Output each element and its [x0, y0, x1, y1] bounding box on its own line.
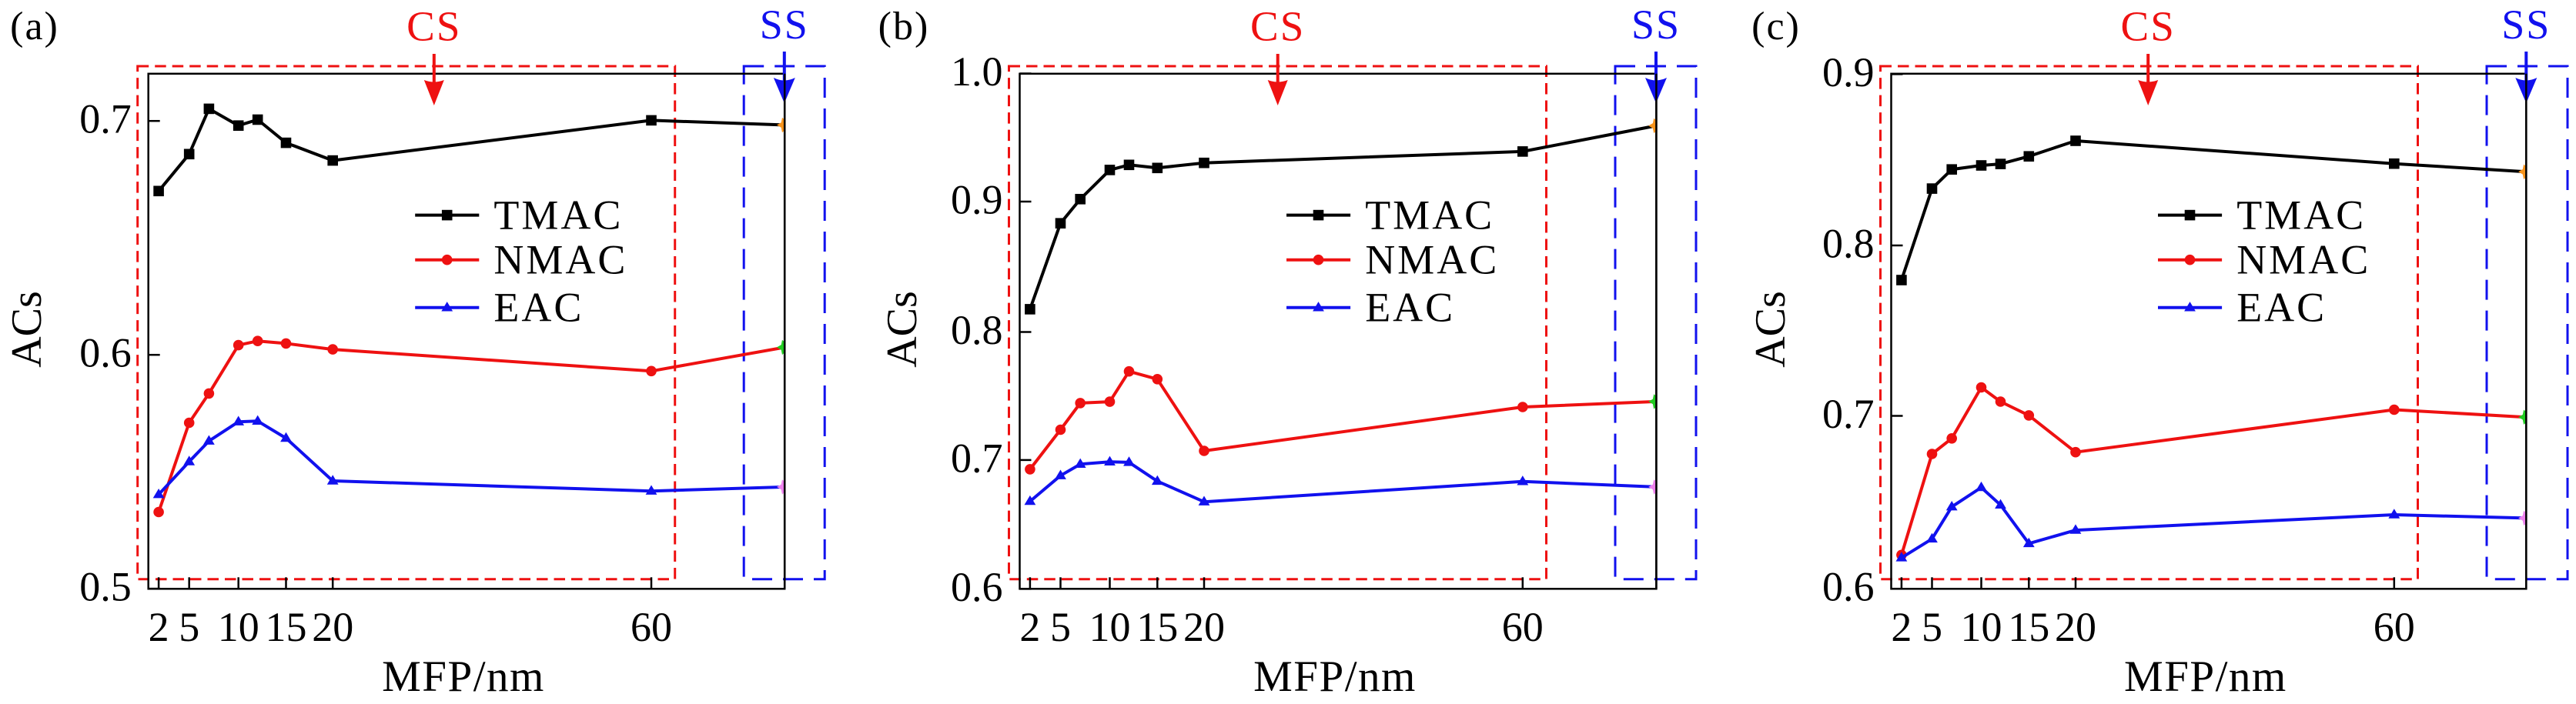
svg-text:0.9: 0.9 — [1822, 49, 1875, 95]
svg-text:TMAC: TMAC — [493, 192, 623, 238]
svg-text:60: 60 — [2374, 604, 2415, 650]
svg-text:MFP/nm: MFP/nm — [2124, 652, 2287, 701]
svg-text:SS: SS — [760, 2, 809, 48]
svg-text:5: 5 — [1050, 604, 1071, 650]
svg-text:0.6: 0.6 — [1822, 564, 1875, 610]
svg-text:60: 60 — [1502, 604, 1544, 650]
svg-text:TMAC: TMAC — [2236, 192, 2366, 238]
svg-text:EAC: EAC — [2236, 285, 2327, 331]
svg-text:10: 10 — [218, 604, 259, 650]
svg-text:20: 20 — [2055, 604, 2096, 650]
svg-text:1.0: 1.0 — [951, 48, 1003, 95]
svg-text:0.7: 0.7 — [951, 435, 1003, 481]
svg-text:(a): (a) — [10, 5, 59, 48]
svg-text:ACs: ACs — [3, 291, 51, 368]
svg-text:15: 15 — [2008, 604, 2049, 650]
svg-text:(b): (b) — [878, 5, 930, 48]
svg-text:5: 5 — [179, 604, 199, 650]
svg-text:CS: CS — [1250, 3, 1305, 50]
svg-text:NMAC: NMAC — [1365, 236, 1499, 282]
svg-text:CS: CS — [2121, 3, 2176, 50]
svg-text:MFP/nm: MFP/nm — [1253, 652, 1417, 701]
svg-text:2: 2 — [1891, 604, 1912, 650]
svg-text:0.7: 0.7 — [79, 96, 132, 142]
svg-text:20: 20 — [1183, 604, 1225, 650]
svg-text:SS: SS — [1631, 2, 1681, 48]
svg-text:0.7: 0.7 — [1822, 391, 1875, 437]
svg-text:0.6: 0.6 — [951, 564, 1003, 610]
svg-text:0.5: 0.5 — [79, 564, 132, 610]
svg-text:MFP/nm: MFP/nm — [382, 652, 545, 701]
svg-text:10: 10 — [1961, 604, 2002, 650]
svg-text:NMAC: NMAC — [493, 236, 627, 282]
svg-text:20: 20 — [312, 604, 353, 650]
svg-text:5: 5 — [1922, 604, 1942, 650]
svg-text:10: 10 — [1089, 604, 1131, 650]
svg-text:2: 2 — [149, 604, 169, 650]
svg-text:0.8: 0.8 — [951, 307, 1003, 353]
svg-text:(c): (c) — [1751, 5, 1801, 48]
svg-text:15: 15 — [1136, 604, 1178, 650]
svg-text:0.9: 0.9 — [951, 177, 1003, 223]
svg-text:60: 60 — [631, 604, 672, 650]
svg-text:TMAC: TMAC — [1365, 192, 1494, 238]
svg-text:EAC: EAC — [493, 285, 584, 331]
svg-text:ACs: ACs — [878, 291, 926, 368]
svg-text:CS: CS — [406, 3, 461, 50]
svg-text:15: 15 — [266, 604, 307, 650]
svg-text:NMAC: NMAC — [2236, 236, 2370, 282]
svg-text:0.8: 0.8 — [1822, 221, 1875, 267]
svg-text:SS: SS — [2501, 2, 2551, 48]
svg-text:2: 2 — [1019, 604, 1040, 650]
svg-text:ACs: ACs — [1747, 291, 1795, 368]
svg-text:EAC: EAC — [1365, 285, 1455, 331]
svg-text:0.6: 0.6 — [79, 330, 132, 376]
